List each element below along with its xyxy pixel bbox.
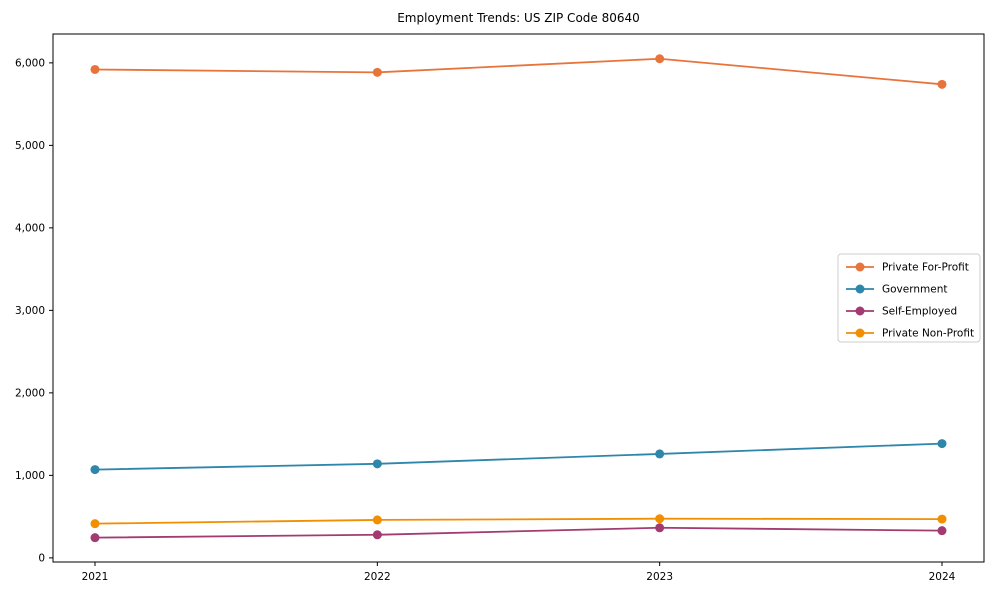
data-point (655, 514, 665, 524)
x-tick-label: 2021 (82, 571, 109, 583)
legend-sample-marker (855, 328, 865, 338)
plot-border (52, 33, 985, 563)
data-point (655, 449, 665, 459)
series-line-private-non-profit (94, 517, 943, 525)
series-line-private-for-profit (94, 57, 943, 86)
data-point (372, 67, 382, 77)
legend-label: Private Non-Profit (882, 328, 974, 340)
legend-label: Private For-Profit (882, 262, 969, 274)
y-tick-label: 4,000 (15, 222, 45, 234)
legend-label: Self-Employed (882, 306, 957, 318)
chart-title: Employment Trends: US ZIP Code 80640 (397, 11, 640, 25)
y-tick-label: 2,000 (15, 387, 45, 399)
data-point (90, 465, 100, 475)
y-tick-label: 1,000 (15, 470, 45, 482)
y-tick-label: 5,000 (15, 140, 45, 152)
series-line-self-employed (94, 526, 943, 539)
legend-sample-marker (855, 262, 865, 272)
y-tick-label: 3,000 (15, 305, 45, 317)
data-point (655, 523, 665, 533)
data-point (90, 519, 100, 529)
x-tick-label: 2024 (929, 571, 956, 583)
data-point (90, 533, 100, 543)
data-point (372, 459, 382, 469)
data-point (372, 515, 382, 525)
legend-label: Government (882, 284, 947, 296)
series-line-government (94, 442, 943, 471)
data-point (937, 79, 947, 89)
y-tick-label: 0 (38, 552, 45, 564)
y-tick-label: 6,000 (15, 57, 45, 69)
data-point (372, 530, 382, 540)
legend-box (837, 253, 981, 343)
data-point (937, 439, 947, 449)
x-tick-label: 2022 (364, 571, 391, 583)
x-tick-label: 2023 (646, 571, 673, 583)
legend-sample-marker (855, 306, 865, 316)
data-point (90, 64, 100, 74)
data-point (937, 514, 947, 524)
legend-sample-marker (855, 284, 865, 294)
data-point (655, 54, 665, 64)
data-point (937, 526, 947, 536)
